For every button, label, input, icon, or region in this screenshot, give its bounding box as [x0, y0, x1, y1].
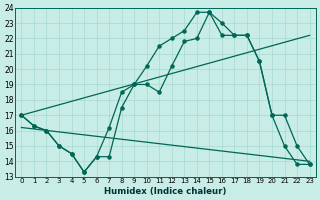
X-axis label: Humidex (Indice chaleur): Humidex (Indice chaleur): [104, 187, 227, 196]
